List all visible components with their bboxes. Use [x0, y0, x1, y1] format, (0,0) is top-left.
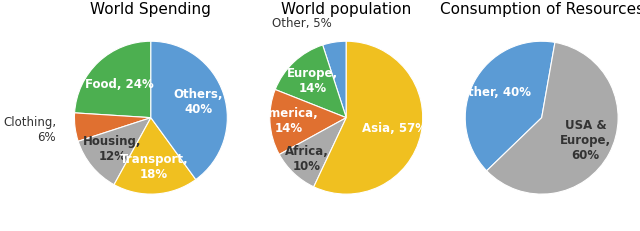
- Wedge shape: [74, 113, 151, 141]
- Title: World Spending: World Spending: [90, 2, 211, 17]
- Wedge shape: [275, 45, 346, 118]
- Text: Europe,
14%: Europe, 14%: [287, 67, 338, 95]
- Text: Others,
40%: Others, 40%: [173, 88, 223, 116]
- Wedge shape: [151, 41, 227, 179]
- Wedge shape: [279, 118, 346, 187]
- Wedge shape: [114, 118, 196, 194]
- Wedge shape: [270, 90, 346, 155]
- Wedge shape: [75, 41, 151, 118]
- Text: Housing,
12%: Housing, 12%: [83, 135, 142, 163]
- Wedge shape: [465, 41, 555, 171]
- Title: World population: World population: [281, 2, 412, 17]
- Wedge shape: [314, 41, 422, 194]
- Title: Consumption of Resources: Consumption of Resources: [440, 2, 640, 17]
- Text: Food, 24%: Food, 24%: [85, 78, 154, 91]
- Text: Clothing,
6%: Clothing, 6%: [3, 116, 56, 144]
- Text: Transport,
18%: Transport, 18%: [120, 153, 188, 181]
- Wedge shape: [78, 118, 151, 185]
- Text: Asia, 57%: Asia, 57%: [362, 122, 428, 135]
- Text: Other, 40%: Other, 40%: [458, 86, 531, 99]
- Text: Other, 5%: Other, 5%: [271, 17, 332, 30]
- Text: USA &
Europe,
60%: USA & Europe, 60%: [560, 119, 611, 162]
- Wedge shape: [486, 42, 618, 194]
- Wedge shape: [323, 41, 346, 118]
- Text: America,
14%: America, 14%: [260, 107, 319, 135]
- Text: Africa,
10%: Africa, 10%: [285, 146, 329, 173]
